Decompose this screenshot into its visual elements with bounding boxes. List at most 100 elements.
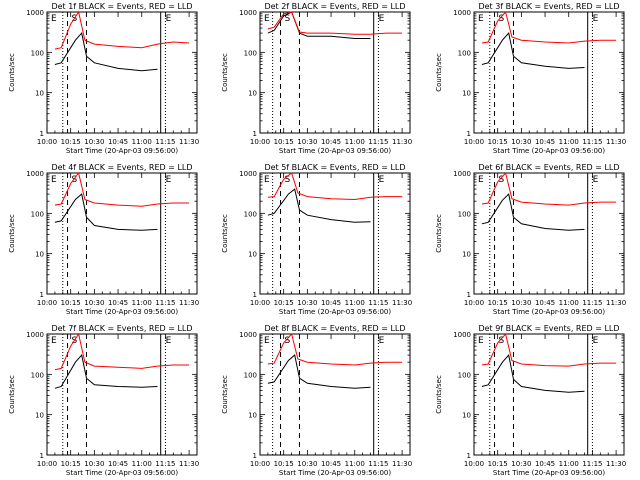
x-tick-label: 10:15 (274, 460, 294, 468)
chart-panel-4: Det 4f BLACK = Events, RED = LLD Counts/s… (8, 163, 199, 316)
series-line-lld (54, 332, 190, 371)
x-tick-label: 10:30 (84, 299, 104, 307)
event-annotation: E (478, 336, 484, 346)
x-tick-label: 11:00 (132, 299, 152, 307)
y-tick-label: 1000 (26, 170, 44, 178)
x-tick-label: 11:30 (179, 138, 199, 146)
event-annotation: S (285, 336, 291, 346)
y-tick-label: 1 (467, 130, 471, 138)
y-tick-label: 1 (467, 452, 471, 460)
event-annotation: E (379, 175, 385, 185)
x-tick-label: 10:15 (488, 138, 508, 146)
plot-frame (473, 172, 625, 295)
x-tick-label: 10:15 (61, 460, 81, 468)
x-tick-label: 10:30 (511, 138, 531, 146)
y-tick-label: 100 (244, 49, 257, 57)
x-tick-label: 11:15 (155, 299, 175, 307)
x-tick-label: 10:15 (488, 299, 508, 307)
plot-frame (46, 333, 198, 456)
x-tick-label: 11:15 (368, 299, 388, 307)
event-annotation: E (379, 336, 385, 346)
event-annotation: E (166, 175, 172, 185)
chart-title: Det 2f BLACK = Events, RED = LLD (264, 2, 405, 11)
chart-title: Det 3f BLACK = Events, RED = LLD (478, 2, 619, 11)
event-annotation: E (478, 14, 484, 24)
x-tick-label: 11:00 (559, 460, 579, 468)
event-annotation: E (51, 14, 57, 24)
series-line-events (267, 11, 371, 39)
x-tick-label: 10:30 (297, 460, 317, 468)
x-tick-label: 10:30 (84, 460, 104, 468)
y-tick-label: 10 (35, 251, 44, 259)
event-annotation: E (593, 175, 599, 185)
event-annotation: E (264, 175, 270, 185)
y-tick-label: 100 (31, 210, 44, 218)
x-tick-label: 10:15 (274, 299, 294, 307)
y-tick-label: 10 (248, 251, 257, 259)
x-tick-label: 11:15 (582, 299, 602, 307)
x-tick-label: 11:30 (392, 299, 412, 307)
event-annotation: S (72, 175, 78, 185)
x-axis-label: Start Time (20-Apr-03 09:56:00) (279, 147, 391, 155)
x-tick-label: 10:00 (464, 460, 484, 468)
event-annotation: S (499, 175, 505, 185)
x-tick-label: 11:30 (179, 460, 199, 468)
chart-panel-7: Det 7f BLACK = Events, RED = LLD Counts/s… (8, 324, 199, 477)
event-annotation: S (499, 336, 505, 346)
series-line-lld (481, 10, 617, 44)
series-line-lld (267, 11, 403, 35)
series-line-lld (481, 171, 617, 206)
x-tick-label: 11:15 (368, 460, 388, 468)
y-tick-label: 10 (35, 90, 44, 98)
x-tick-label: 11:15 (368, 138, 388, 146)
event-annotation: S (499, 14, 505, 24)
x-tick-label: 10:45 (321, 299, 341, 307)
y-tick-label: 1000 (453, 170, 471, 178)
y-tick-label: 1 (253, 291, 257, 299)
chart-title: Det 4f BLACK = Events, RED = LLD (51, 163, 192, 172)
event-annotation: E (593, 14, 599, 24)
x-tick-label: 10:00 (37, 460, 57, 468)
x-tick-label: 11:00 (559, 138, 579, 146)
chart-title: Det 7f BLACK = Events, RED = LLD (51, 324, 192, 333)
event-annotation: E (166, 336, 172, 346)
y-tick-label: 10 (462, 412, 471, 420)
x-tick-label: 10:30 (511, 299, 531, 307)
y-tick-label: 1 (40, 452, 44, 460)
x-tick-label: 10:00 (250, 299, 270, 307)
series-line-events (54, 193, 158, 231)
chart-title: Det 9f BLACK = Events, RED = LLD (478, 324, 619, 333)
y-tick-label: 10 (462, 251, 471, 259)
plot-frame (259, 172, 411, 295)
x-tick-label: 10:45 (535, 299, 555, 307)
chart-panel-8: Det 8f BLACK = Events, RED = LLD Counts/s… (221, 324, 412, 477)
y-tick-label: 1 (40, 291, 44, 299)
series-line-lld (267, 172, 403, 201)
y-tick-label: 100 (244, 210, 257, 218)
x-axis-label: Start Time (20-Apr-03 09:56:00) (66, 147, 178, 155)
y-tick-label: 1000 (239, 9, 257, 17)
y-tick-label: 1000 (239, 331, 257, 339)
x-axis-label: Start Time (20-Apr-03 09:56:00) (66, 308, 178, 316)
y-axis-label: Counts/sec (221, 375, 229, 414)
y-tick-label: 10 (462, 90, 471, 98)
x-tick-label: 10:45 (535, 138, 555, 146)
x-tick-label: 10:45 (535, 460, 555, 468)
x-tick-label: 10:45 (321, 138, 341, 146)
y-tick-label: 1000 (26, 331, 44, 339)
event-annotation: E (166, 14, 172, 24)
x-tick-label: 10:00 (250, 138, 270, 146)
event-annotation: E (264, 14, 270, 24)
x-tick-label: 11:00 (345, 138, 365, 146)
event-annotation: E (51, 336, 57, 346)
y-tick-label: 1000 (453, 331, 471, 339)
x-tick-label: 11:30 (606, 138, 626, 146)
x-tick-label: 10:45 (321, 460, 341, 468)
x-tick-label: 11:30 (606, 460, 626, 468)
y-tick-label: 100 (244, 371, 257, 379)
y-axis-label: Counts/sec (8, 53, 16, 92)
y-tick-label: 1 (253, 452, 257, 460)
plot-frame (259, 11, 411, 134)
y-axis-label: Counts/sec (435, 214, 443, 253)
chart-panel-2: Det 2f BLACK = Events, RED = LLD Counts/s… (221, 2, 412, 155)
